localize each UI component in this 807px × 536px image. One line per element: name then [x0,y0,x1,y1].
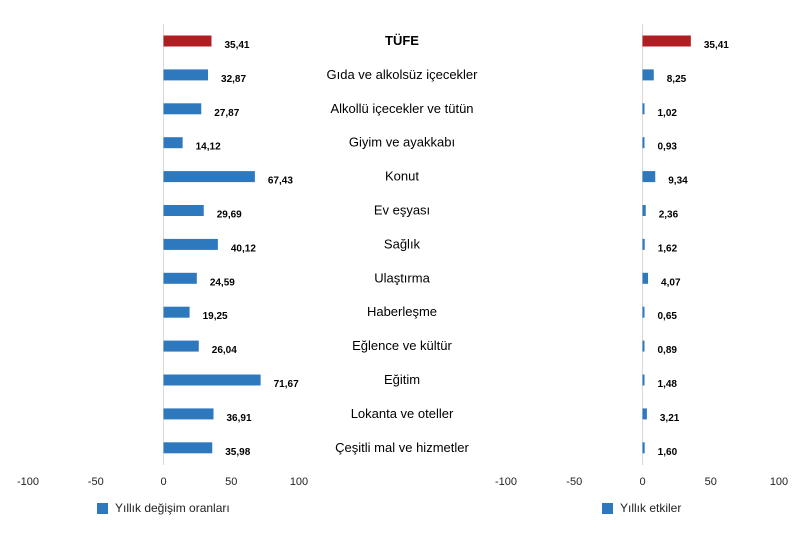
bar-right [642,103,645,115]
category-label: Çeşitli mal ve hizmetler [335,440,469,455]
value-label-right: 1,02 [658,108,678,119]
category-label: Eğitim [384,372,420,387]
value-label-left: 14,12 [196,142,221,153]
value-label-right: 4,07 [661,277,681,288]
value-label-left: 67,43 [268,176,293,187]
value-label-left: 26,04 [212,345,237,356]
bar-left [163,238,218,250]
value-label-left: 36,91 [227,413,252,424]
bar-right [642,340,645,352]
bar-left [163,69,209,81]
bar-right [642,171,656,183]
bar-left [163,137,183,149]
bar-left [163,103,202,115]
bar-right [642,35,691,47]
bar-left [163,442,213,454]
bar-left [163,272,197,284]
legend-swatch-left [97,502,108,514]
value-label-left: 32,87 [221,74,246,85]
value-label-left: 35,41 [224,40,249,51]
category-label: Haberleşme [367,304,437,319]
value-label-right: 1,48 [658,379,678,390]
x-tick-label-left: 0 [160,476,166,488]
value-label-right: 0,65 [658,311,678,322]
bar-left [163,35,212,47]
value-label-left: 19,25 [203,311,228,322]
x-tick-label-left: -50 [88,476,104,488]
x-tick-label-right: 50 [705,476,717,488]
bar-right [642,272,649,284]
bar-right [642,442,645,454]
category-label: Giyim ve ayakkabı [349,135,455,150]
legend-label-right: Yıllık etkiler [620,501,682,515]
value-label-right: 9,34 [668,176,688,187]
value-label-left: 27,87 [214,108,239,119]
legend-left: Yıllık değişim oranları [97,501,230,515]
value-label-right: 0,93 [658,142,678,153]
bar-right [642,238,645,250]
bar-left [163,306,190,318]
x-tick-label-right: -50 [566,476,582,488]
category-label: Gıda ve alkolsüz içecekler [326,67,478,82]
value-label-left: 71,67 [274,379,299,390]
x-tick-label-left: -100 [17,476,39,488]
value-label-left: 24,59 [210,277,235,288]
category-label: Sağlık [384,236,421,251]
x-tick-label-left: 100 [290,476,308,488]
value-label-left: 40,12 [231,243,256,254]
value-label-right: 35,41 [704,40,729,51]
x-tick-label-right: -100 [495,476,517,488]
value-label-left: 29,69 [217,210,242,221]
value-label-right: 0,89 [658,345,678,356]
bar-right [642,205,646,216]
value-label-left: 35,98 [225,447,250,458]
bar-left [163,340,199,352]
value-label-right: 8,25 [667,74,687,85]
legend-label-left: Yıllık değişim oranları [115,501,230,515]
category-label: Alkollü içecekler ve tütün [330,101,473,116]
value-label-right: 2,36 [659,210,679,221]
x-tick-label-right: 100 [770,476,788,488]
bar-left [163,374,261,386]
bar-left [163,205,204,216]
bar-right [642,374,645,386]
x-tick-label-right: 0 [639,476,645,488]
category-label: Eğlence ve kültür [352,338,452,353]
category-label: Ulaştırma [374,270,430,285]
legend-swatch-right [602,502,613,514]
bar-right [642,69,654,81]
value-label-right: 1,60 [658,447,678,458]
x-tick-label-left: 50 [225,476,237,488]
bar-left [163,408,214,420]
category-label: Lokanta ve oteller [351,406,454,421]
category-label: TÜFE [385,33,419,48]
bar-left [163,171,255,183]
bar-right [642,408,647,420]
value-label-right: 1,62 [658,243,678,254]
bar-right [642,306,645,318]
bar-right [642,137,645,149]
legend-right: Yıllık etkiler [602,501,681,515]
category-label: Konut [385,169,419,184]
category-label: Ev eşyası [374,203,430,218]
value-label-right: 3,21 [660,413,680,424]
